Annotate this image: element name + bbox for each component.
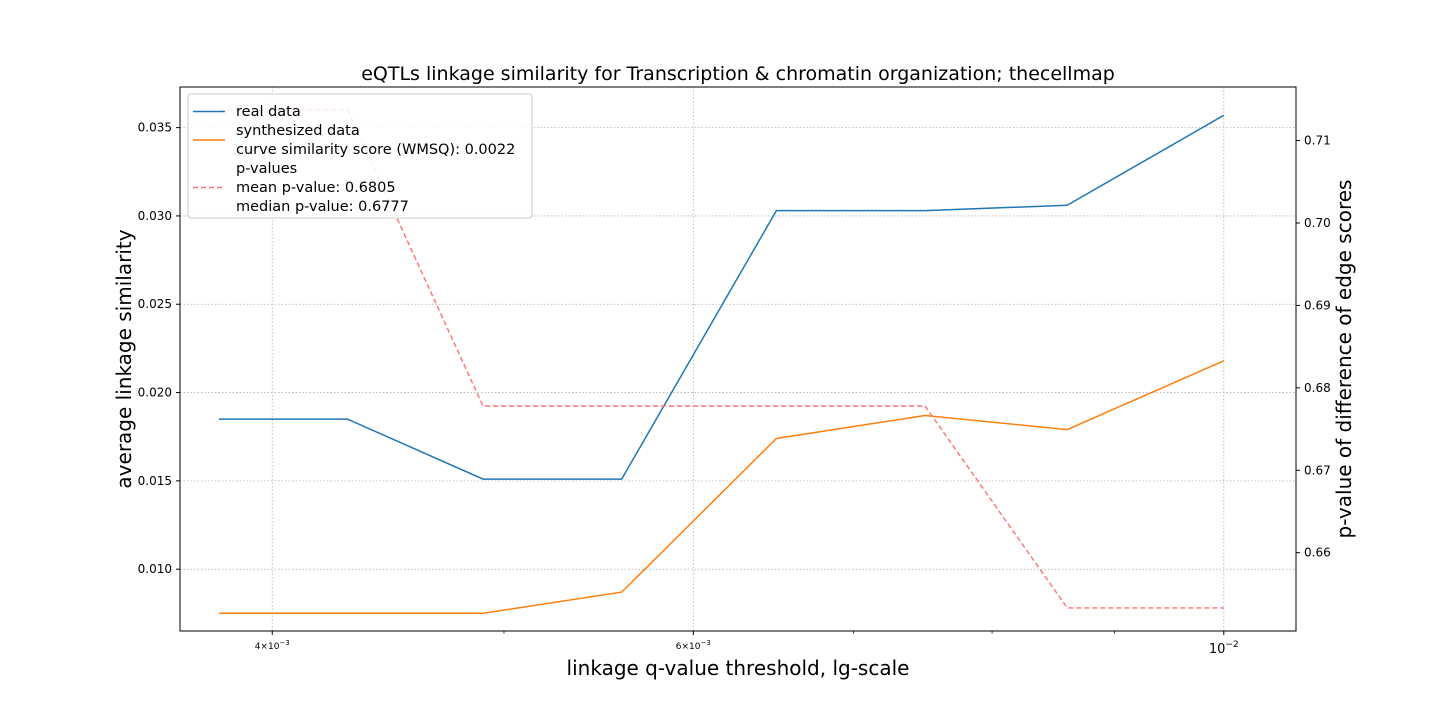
legend-label: mean p-value: 0.6805 [236, 180, 396, 196]
legend-label: curve similarity score (WMSQ): 0.0022 [236, 142, 515, 158]
y-right-tick-label: 0.66 [1304, 546, 1331, 560]
y-axis-label-left: average linkage similarity [112, 229, 136, 488]
y-left-tick-label: 0.015 [138, 474, 172, 488]
y-left-tick-label: 0.030 [138, 209, 172, 223]
y-axis-label-right: p-value of difference of edge scores [1332, 180, 1356, 539]
y-right-tick-label: 0.70 [1304, 216, 1331, 230]
y-left-tick-label: 0.025 [138, 297, 172, 311]
y-right-tick-label: 0.71 [1304, 134, 1331, 148]
chart-title: eQTLs linkage similarity for Transcripti… [361, 63, 1115, 85]
series-lines [219, 109, 1225, 615]
plot-frame [179, 86, 1297, 632]
axis-ticks: 0.010 0.015 0.020 0.025 0.030 0.035 0.66 0.67 0.… [138, 121, 1331, 657]
x-tick-label: 6×10−3 [676, 639, 711, 652]
series-line-1 [219, 360, 1225, 615]
legend-label: median p-value: 0.6777 [236, 199, 409, 215]
x-tick-label: 4×10−3 [255, 639, 290, 652]
y-left-tick-label: 0.010 [138, 562, 172, 576]
y-right-tick-label: 0.69 [1304, 298, 1331, 312]
y-left-tick-label: 0.020 [138, 386, 172, 400]
legend-box [187, 93, 533, 219]
series-line-0 [219, 114, 1225, 480]
legend-label: p-values [236, 161, 297, 177]
y-right-tick-label: 0.68 [1304, 381, 1331, 395]
y-left-tick-label: 0.035 [138, 121, 172, 135]
legend: real data synthesized data curve similarit… [187, 93, 533, 219]
y-right-tick-label: 0.67 [1304, 463, 1331, 477]
x-axis-label: linkage q-value threshold, lg-scale [567, 656, 910, 680]
x-tick-label: 10−2 [1209, 640, 1239, 657]
legend-label: synthesized data [236, 123, 360, 139]
legend-label: real data [236, 104, 301, 120]
